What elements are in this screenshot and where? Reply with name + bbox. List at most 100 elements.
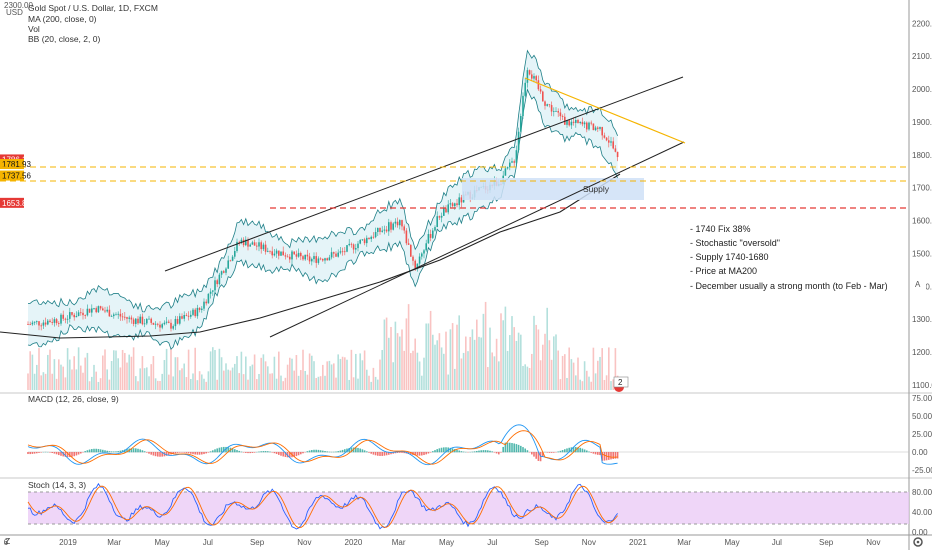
macd-histogram-bar	[110, 451, 113, 453]
macd-histogram-bar	[172, 452, 174, 454]
volume-bar	[247, 379, 249, 390]
candle-body	[203, 301, 205, 309]
macd-histogram-bar	[168, 452, 170, 456]
volume-bar	[238, 373, 240, 390]
volume-bar	[300, 370, 302, 390]
volume-bar	[33, 373, 36, 390]
macd-histogram-bar	[174, 452, 177, 454]
candle-body	[315, 256, 317, 263]
volume-bar	[220, 357, 223, 390]
macd-histogram-bar	[348, 448, 350, 453]
price-tick-label: 1800.00	[912, 151, 932, 160]
macd-histogram-bar	[64, 452, 67, 457]
macd-histogram-bar	[557, 451, 559, 453]
event-badge[interactable]: 2	[613, 376, 629, 392]
macd-histogram-bar	[335, 451, 337, 453]
candle-body	[610, 141, 612, 143]
candle-body	[53, 319, 56, 323]
candle-body	[520, 116, 522, 132]
macd-histogram-bar	[55, 452, 58, 455]
descending-trendline[interactable]	[524, 77, 686, 144]
volume-bar	[346, 359, 348, 390]
candle-body	[245, 239, 247, 246]
candle-body	[187, 315, 190, 317]
volume-bar	[537, 329, 540, 390]
volume-bar	[69, 359, 71, 390]
gear-icon[interactable]	[913, 537, 923, 547]
time-tick-label: Sep	[819, 538, 834, 547]
volume-bar	[467, 351, 469, 390]
candle-body	[374, 231, 377, 238]
volume-bar	[581, 381, 584, 390]
macd-histogram-bar	[238, 450, 240, 453]
volume-bar	[447, 374, 449, 390]
candle-body	[271, 251, 273, 256]
candle-body	[267, 250, 269, 252]
candle-body	[357, 243, 359, 249]
price-tick-label: 1300.00	[912, 315, 932, 324]
stoch-pane[interactable]: 80.00 40.00 0.00	[27, 482, 932, 537]
price-tag-bg	[0, 170, 24, 181]
macd-histogram-bar	[286, 452, 289, 458]
volume-bar	[414, 338, 416, 390]
candle-body	[456, 203, 458, 206]
stoch-tick-label: 0.00	[912, 528, 928, 537]
candle-body	[416, 263, 419, 268]
macd-histogram-bar	[603, 452, 606, 461]
volume-bar	[401, 329, 403, 390]
macd-histogram-bar	[242, 452, 245, 453]
candle-body	[161, 324, 163, 328]
channel-upper-line[interactable]	[164, 76, 684, 272]
macd-histogram-bar	[608, 452, 610, 460]
channel-lower-line[interactable]	[269, 141, 685, 338]
candle-body	[443, 208, 445, 216]
supply-zone[interactable]	[462, 178, 644, 200]
macd-histogram-bar	[317, 449, 320, 453]
volume-bar	[203, 378, 205, 390]
event-badge-count: 2	[618, 378, 623, 387]
analysis-notes[interactable]: - 1740 Fix 38% - Stochastic "oversold" -…	[690, 224, 888, 291]
volume-bar	[302, 349, 304, 390]
candle-body	[575, 119, 577, 123]
volume-bar	[225, 363, 227, 390]
price-axis[interactable]: 2200.00 2100.00 2000.00 1900.00 1800.00 1700.…	[912, 19, 932, 390]
macd-histogram-bar	[194, 452, 196, 455]
z-button[interactable]: Z	[5, 536, 10, 546]
macd-pane[interactable]: 75.00 50.00 25.00 0.00 -25.00	[27, 394, 932, 475]
volume-bar	[427, 323, 430, 390]
volume-bar	[198, 371, 201, 390]
macd-histogram-bar	[62, 452, 64, 457]
volume-bar	[319, 376, 322, 390]
candle-body	[438, 216, 441, 218]
auto-scale-button[interactable]	[912, 278, 926, 290]
volume-bar	[88, 381, 91, 390]
volume-bar	[216, 379, 218, 390]
macd-histogram-bar	[513, 443, 515, 453]
candle-body	[370, 236, 372, 240]
candle-body	[176, 318, 179, 324]
candle-body	[427, 234, 430, 244]
volume-bar	[44, 373, 47, 390]
volume-bar	[407, 304, 410, 390]
volume-bar	[31, 354, 34, 390]
time-tick-label: 2019	[59, 538, 77, 547]
candlestick-series	[27, 67, 619, 332]
macd-tick-label: 50.00	[912, 412, 932, 421]
candle-body	[599, 127, 601, 129]
candle-body	[515, 150, 518, 163]
macd-histogram-bar	[115, 451, 117, 453]
volume-bar	[392, 362, 394, 390]
macd-legend: MACD (12, 26, close, 9)	[28, 394, 119, 404]
volume-bar	[350, 349, 353, 390]
time-axis[interactable]: 6 2019 Mar May Jul Sep Nov 2020 Mar May Jul Sep Nov 2…	[4, 538, 881, 547]
macd-histogram-bar	[181, 452, 183, 453]
volume-bar	[53, 359, 56, 390]
candle-body	[377, 227, 379, 232]
candle-body	[440, 215, 443, 218]
macd-histogram-bar	[366, 451, 368, 453]
note-line-3: - Supply 1740-1680	[690, 252, 769, 262]
volume-bar	[130, 356, 133, 390]
macd-histogram-bar	[311, 450, 313, 453]
main-legend[interactable]: 2300.00 USD Gold Spot / U.S. Dollar, 1D,…	[4, 1, 158, 44]
